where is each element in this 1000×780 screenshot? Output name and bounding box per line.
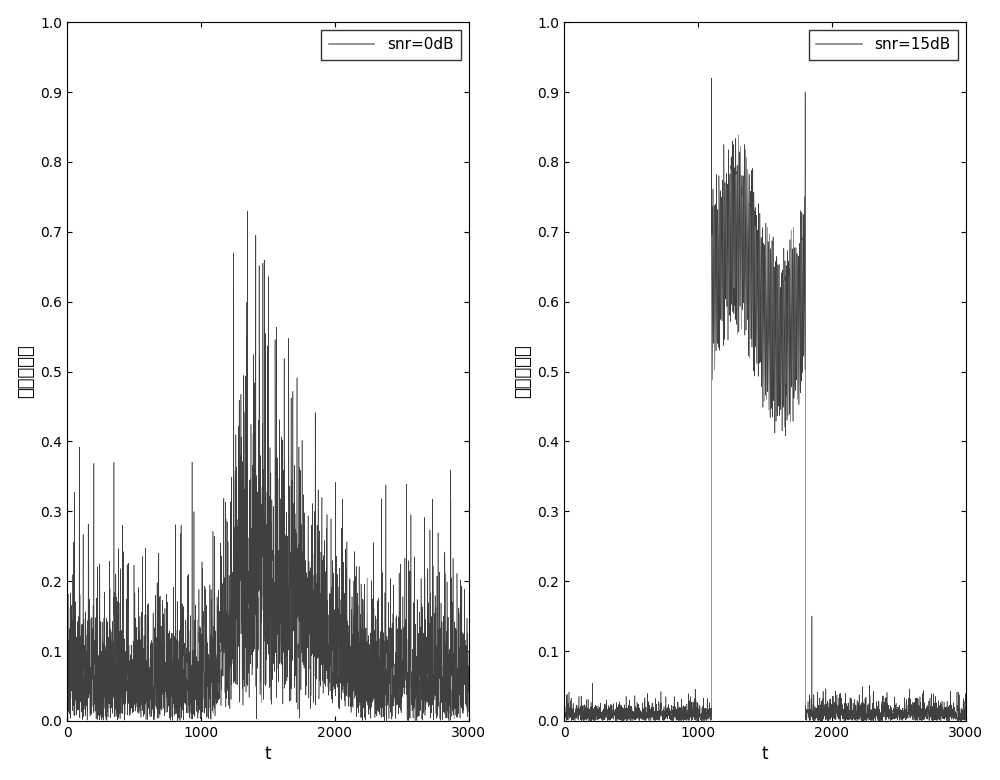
Y-axis label: 归一化幅度: 归一化幅度 <box>17 345 35 399</box>
Legend: snr=0dB: snr=0dB <box>321 30 461 60</box>
X-axis label: t: t <box>762 746 768 764</box>
Y-axis label: 归一化幅度: 归一化幅度 <box>514 345 532 399</box>
X-axis label: t: t <box>265 746 271 764</box>
Legend: snr=15dB: snr=15dB <box>809 30 958 60</box>
